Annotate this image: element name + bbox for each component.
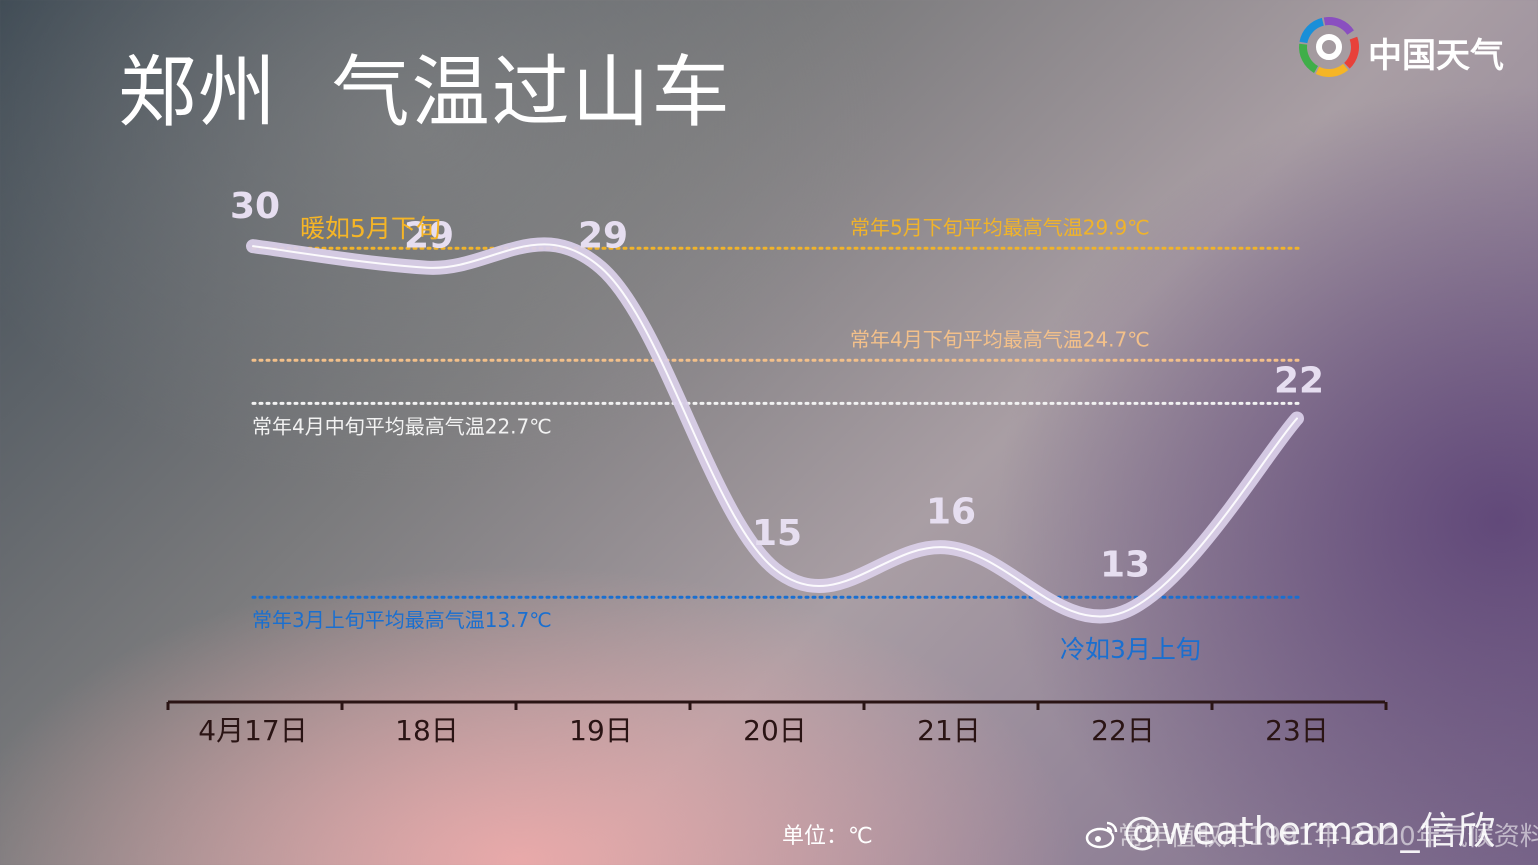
brand-logo: 中国天气 xyxy=(1298,16,1518,80)
x-tick-label: 18日 xyxy=(395,714,459,747)
x-tick-label: 21日 xyxy=(917,714,981,747)
weibo-icon xyxy=(1085,821,1118,848)
value-label: 29 xyxy=(578,216,628,257)
footnote: 常年值取用1991年-2020年气候资料 xyxy=(1118,822,1538,852)
value-labels: 30 29 29 15 16 13 22 xyxy=(230,186,1324,585)
value-label: 16 xyxy=(926,492,976,533)
watermark-text: @weatherman_信欣 xyxy=(1123,809,1496,853)
value-label: 22 xyxy=(1274,360,1324,401)
brand-swirl-icon xyxy=(1299,16,1359,77)
value-label: 15 xyxy=(752,513,802,554)
brand-name: 中国天气 xyxy=(1368,36,1504,76)
x-tick-label: 4月17日 xyxy=(198,714,307,747)
reference-line-label: 常年4月下旬平均最高气温24.7℃ xyxy=(850,327,1150,351)
x-tick-label: 20日 xyxy=(743,714,807,747)
x-tick-label: 22日 xyxy=(1091,714,1155,747)
series-layer xyxy=(246,237,1304,624)
reference-lines: 常年5月下旬平均最高气温29.9℃ 常年4月下旬平均最高气温24.7℃ 常年4月中旬… xyxy=(251,215,1300,632)
x-tick-label: 19日 xyxy=(569,714,633,747)
value-label: 30 xyxy=(230,186,280,227)
temperature-line-highlight xyxy=(252,243,1298,618)
value-label: 29 xyxy=(404,216,454,257)
annotation-warm: 暖如5月下旬 xyxy=(300,214,441,243)
x-axis: 4月17日 18日 19日 20日 21日 22日 23日 xyxy=(166,700,1388,747)
annotation-cold: 冷如3月上旬 xyxy=(1060,635,1201,664)
page-title: 郑州 气温过山车 xyxy=(118,48,732,138)
reference-line-label: 常年3月上旬平均最高气温13.7℃ xyxy=(252,608,552,632)
reference-line-label: 常年5月下旬平均最高气温29.9℃ xyxy=(850,215,1150,239)
weibo-watermark: @weatherman_信欣 xyxy=(1085,800,1495,855)
reference-line-label: 常年4月中旬平均最高气温22.7℃ xyxy=(252,414,552,438)
x-tick-label: 23日 xyxy=(1265,714,1329,747)
value-label: 13 xyxy=(1100,544,1150,585)
unit-label: 单位：℃ xyxy=(782,824,873,849)
